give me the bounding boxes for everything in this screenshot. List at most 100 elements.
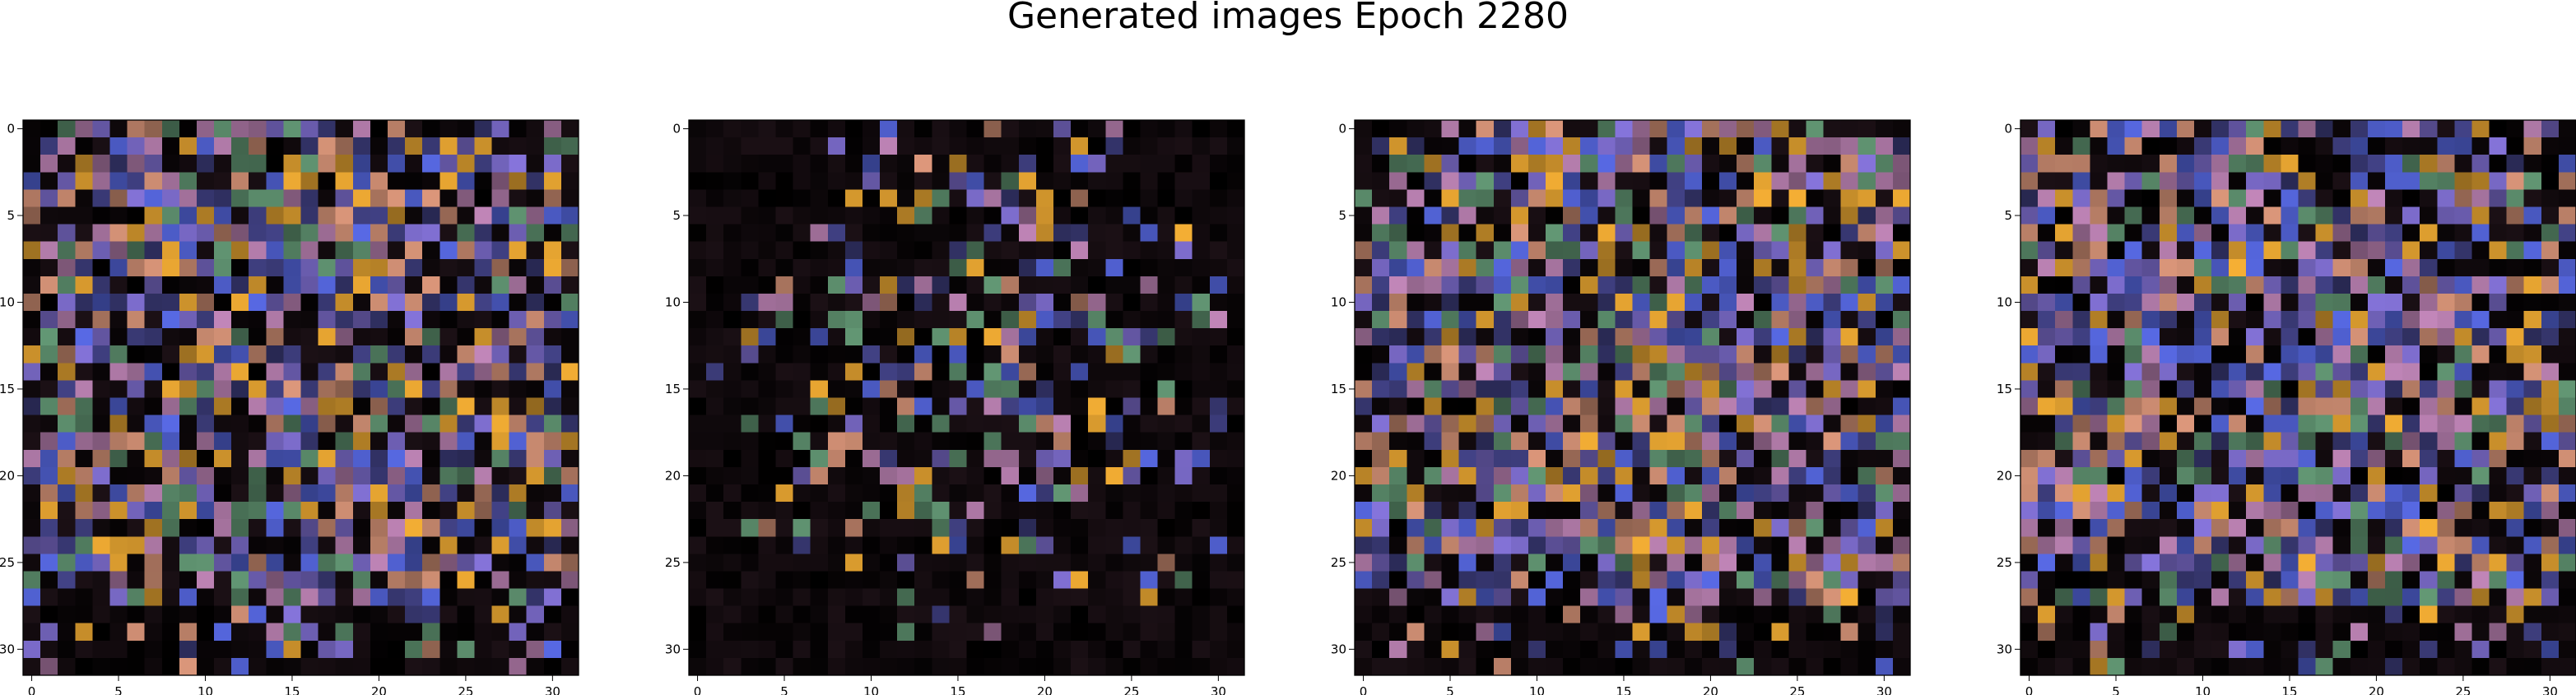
pixel-cell [1157,397,1176,416]
pixel-cell [1209,206,1228,225]
pixel-cell [2263,363,2281,381]
pixel-cell [300,345,319,364]
pixel-cell [2141,206,2160,225]
pixel-cell [1806,189,1825,208]
pixel-cell [2090,623,2109,642]
pixel-cell [266,623,284,642]
pixel-cell [775,172,794,190]
pixel-cell [1632,189,1651,208]
pixel-cell [2141,554,2160,572]
pixel-cell [491,380,510,399]
pixel-cell [706,623,724,642]
pixel-cell [2420,484,2438,503]
pixel-cell [2332,276,2351,294]
pixel-cell [2141,380,2160,399]
pixel-cell [1823,293,1842,312]
pixel-cell [1510,449,1529,468]
pixel-cell [2558,588,2576,607]
pixel-cell [2090,397,2109,416]
pixel-cell [1458,293,1477,312]
pixel-cell [2558,466,2576,485]
pixel-cell [1389,137,1407,155]
pixel-cell [1527,363,1546,381]
pixel-cell [862,258,881,277]
pixel-cell [1754,328,1772,346]
pixel-cell [862,380,881,399]
pixel-cell [810,241,829,260]
pixel-cell [231,380,249,399]
pixel-cell [249,432,267,451]
pixel-cell [2315,293,2334,312]
pixel-cell [2558,449,2576,468]
pixel-cell [526,502,545,520]
pixel-cell [2298,657,2317,676]
pixel-cell [2193,588,2212,607]
pixel-cell [2523,258,2542,277]
pixel-cell [2454,466,2473,485]
pixel-cell [2298,397,2317,416]
pixel-cell [1701,241,1720,260]
pixel-cell [1771,397,1789,416]
pixel-cell [2506,224,2525,243]
pixel-cell [2055,293,2073,312]
pixel-cell [92,137,111,155]
pixel-cell [1858,345,1876,364]
pixel-cell [560,502,579,520]
pixel-cell [1632,466,1651,485]
pixel-cell [1441,484,1460,503]
pixel-cell [422,172,440,190]
pixel-cell [1088,345,1106,364]
pixel-cell [949,120,968,138]
pixel-cell [283,189,302,208]
pixel-cell [1226,536,1245,554]
pixel-cell [2055,484,2073,503]
pixel-cell [2315,536,2334,554]
pixel-cell [196,172,215,190]
y-tick-label: 10 [0,294,15,309]
pixel-cell [2506,657,2525,676]
pixel-cell [983,623,1002,642]
pixel-cell [560,415,579,433]
pixel-cell [793,554,811,572]
pixel-cell [2229,276,2247,294]
pixel-cell [474,293,493,312]
pixel-cell [1424,206,1443,225]
pixel-cell [1226,432,1245,451]
pixel-cell [543,415,562,433]
pixel-cell [1701,466,1720,485]
pixel-cell [1123,571,1142,590]
pixel-cell [2038,155,2056,173]
pixel-cell [1754,554,1772,572]
pixel-cell [1192,380,1211,399]
pixel-cell [2489,241,2508,260]
pixel-cell [2281,397,2299,416]
pixel-cell [405,380,423,399]
pixel-cell [1105,189,1123,208]
pixel-cell [1701,380,1720,399]
pixel-cell [775,293,794,312]
pixel-cell [1174,415,1193,433]
pixel-cell [161,397,180,416]
pixel-cell [23,276,41,294]
pixel-cell [1458,588,1477,607]
pixel-cell [1493,155,1512,173]
pixel-cell [2055,466,2073,485]
pixel-cell [179,502,198,520]
pixel-cell [1105,484,1123,503]
pixel-cell [2298,502,2317,520]
pixel-cell [439,276,458,294]
pixel-cell [422,224,440,243]
pixel-cell [1858,657,1876,676]
pixel-cell [161,258,180,277]
pixel-cell [196,293,215,312]
pixel-cell [723,241,742,260]
pixel-cell [2471,571,2490,590]
pixel-cell [2558,241,2576,260]
pixel-cell [2420,328,2438,346]
pixel-cell [1407,345,1425,364]
pixel-cell [2541,189,2560,208]
pixel-cell [231,258,249,277]
pixel-cell [109,345,128,364]
pixel-cell [1771,657,1789,676]
pixel-cell [1546,293,1564,312]
